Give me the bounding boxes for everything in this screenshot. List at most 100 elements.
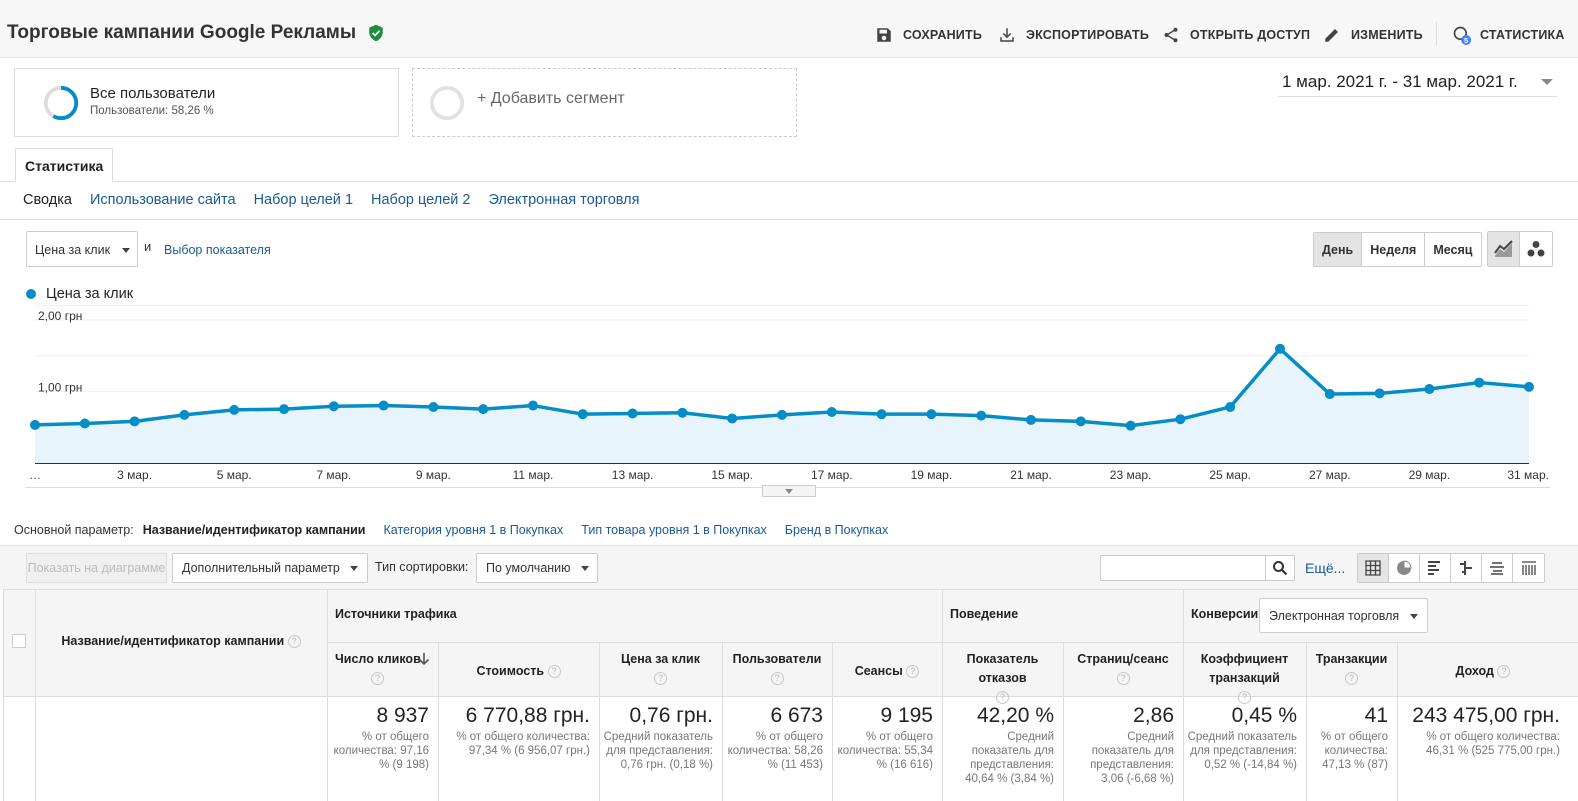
view-percentage-button[interactable] [1389, 554, 1420, 582]
segment-all-users[interactable]: Все пользователи Пользователи: 58,26 % [14, 68, 399, 137]
insights-icon: 5 [1453, 26, 1472, 45]
data-point-day-24 [1175, 414, 1186, 425]
column-label-sessions: Сеансы [854, 664, 903, 678]
subtab-goal-set-1[interactable]: Набор целей 1 [253, 192, 354, 208]
export-button[interactable]: ЭКСПОРТИРОВАТЬ [998, 25, 1149, 45]
x-tick-label: 29 мар. [1409, 468, 1451, 482]
column-header-cpc[interactable]: Цена за клик ? [603, 650, 718, 688]
choose-metric-link[interactable]: Выбор показателя [164, 243, 271, 257]
data-point-day-22 [1075, 416, 1086, 427]
chart-type-toggle [1487, 231, 1553, 267]
data-point-day-9 [428, 401, 439, 412]
help-icon[interactable]: ? [770, 672, 784, 686]
sort-descending-icon[interactable] [418, 652, 430, 666]
column-header-transactions[interactable]: Транзакции ? [1310, 650, 1393, 688]
sort-type-label: Тип сортировки: [375, 560, 469, 574]
column-label-cpc: Цена за клик [621, 652, 700, 666]
pencil-icon [1325, 29, 1338, 42]
chevron-down-icon[interactable] [1541, 79, 1553, 85]
column-header-cost[interactable]: Стоимость ? [442, 662, 595, 681]
column-header-clicks[interactable]: Число кликов ? [335, 650, 430, 688]
insights-button[interactable]: 5 СТАТИСТИКА [1452, 25, 1565, 45]
column-header-revenue[interactable]: Доход ? [1401, 662, 1565, 681]
download-icon [1000, 28, 1014, 42]
column-header-users[interactable]: Пользователи ? [726, 650, 828, 688]
granularity-week-button[interactable]: Неделя [1362, 233, 1426, 266]
data-point-day-23 [1125, 420, 1136, 431]
tab-statistics[interactable]: Статистика [15, 148, 113, 182]
data-point-day-30 [1474, 377, 1485, 388]
help-icon[interactable]: ? [906, 665, 920, 679]
column-header-pages-per-session[interactable]: Страниц/сеанс ? [1067, 650, 1179, 688]
share-button[interactable]: ОТКРЫТЬ ДОСТУП [1162, 25, 1310, 45]
search-button[interactable] [1266, 555, 1295, 581]
primary-dimension-label: Основной параметр: [14, 523, 134, 537]
subtab-goal-set-2[interactable]: Набор целей 2 [371, 192, 471, 208]
help-icon[interactable]: ? [1116, 672, 1130, 686]
motion-chart-button[interactable] [1520, 232, 1552, 266]
column-label-transactions: Транзакции [1315, 652, 1388, 666]
subtab-summary[interactable]: Сводка [23, 192, 72, 208]
table-search-input[interactable] [1100, 555, 1266, 581]
total-note-users: % от общего количества: 58,26 % (11 453) [727, 731, 823, 771]
subtab-divider [0, 219, 1578, 220]
plot-rows-button[interactable]: Показать на диаграмме [26, 553, 167, 583]
metric-select[interactable]: Цена за клик [26, 231, 138, 267]
search-icon [1273, 561, 1288, 576]
grid-icon [1365, 560, 1381, 576]
group-header-divider [327, 642, 1578, 643]
data-point-day-2 [79, 418, 90, 429]
bar-list-icon [1428, 561, 1440, 575]
column-header-bounce-rate[interactable]: Показатель отказов ? [946, 650, 1059, 707]
add-segment-button[interactable]: + Добавить сегмент [412, 68, 797, 137]
line-chart-button[interactable] [1488, 232, 1520, 266]
help-icon[interactable]: ? [996, 691, 1009, 705]
granularity-day-button[interactable]: День [1314, 233, 1363, 266]
help-icon[interactable]: ? [547, 665, 561, 679]
chart-expand-handle[interactable] [762, 485, 816, 497]
view-comparison-button[interactable] [1451, 554, 1482, 582]
total-bounce-rate: 42,20 % [976, 704, 1054, 727]
column-header-transaction-rate[interactable]: Коэффициент транзакций ? [1187, 650, 1302, 707]
subtab-site-usage[interactable]: Использование сайта [89, 192, 236, 208]
help-icon[interactable]: ? [654, 672, 667, 686]
granularity-month-button[interactable]: Месяц [1425, 233, 1481, 266]
total-note-bounce-rate: Средний показатель для представления: 40… [965, 731, 1054, 785]
total-revenue: 243 475,00 грн. [1412, 704, 1560, 727]
total-cost: 6 770,88 грн. [465, 704, 590, 727]
column-header-sessions[interactable]: Сеансы ? [836, 662, 938, 681]
view-performance-button[interactable] [1420, 554, 1451, 582]
save-button[interactable]: СОХРАНИТЬ [875, 25, 982, 45]
chart-legend: Цена за клик [26, 286, 133, 302]
view-term-cloud-button[interactable] [1482, 554, 1513, 582]
help-icon[interactable]: ? [1345, 672, 1358, 686]
data-point-day-19 [926, 409, 937, 420]
pivot-icon [1521, 561, 1536, 575]
sort-type-select[interactable]: По умолчанию [476, 553, 598, 583]
data-point-day-11 [528, 400, 538, 411]
help-icon[interactable]: ? [371, 672, 384, 686]
subtab-ecommerce[interactable]: Электронная торговля [488, 192, 640, 208]
secondary-dimension-select[interactable]: Дополнительный параметр [172, 553, 368, 583]
column-border [599, 642, 600, 801]
total-transaction-rate: 0,45 % [1231, 704, 1297, 727]
column-border [1063, 642, 1064, 801]
date-range-picker[interactable]: 1 мар. 2021 г. - 31 мар. 2021 г. [1282, 72, 1518, 91]
advanced-link[interactable]: Ещё... [1305, 560, 1346, 576]
data-point-day-1 [30, 419, 40, 430]
dimension-option-brand[interactable]: Бренд в Покупках [784, 523, 889, 537]
dimension-option-product-type[interactable]: Тип товара уровня 1 в Покупках [581, 523, 767, 537]
data-point-day-3 [129, 416, 140, 427]
dimension-column-header[interactable]: Название/идентификатор кампании ? [40, 632, 322, 651]
help-icon[interactable]: ? [1238, 691, 1251, 705]
help-icon[interactable]: ? [287, 635, 301, 649]
view-pivot-button[interactable] [1513, 554, 1544, 582]
select-all-checkbox[interactable] [12, 634, 26, 648]
primary-dimension-current: Название/идентификатор кампании [142, 523, 366, 537]
tab-divider [0, 181, 1578, 182]
help-icon[interactable]: ? [1497, 665, 1511, 679]
dimension-option-shopping-category[interactable]: Категория уровня 1 в Покупках [383, 523, 564, 537]
conversion-type-select[interactable]: Электронная торговля [1259, 598, 1428, 633]
edit-button[interactable]: ИЗМЕНИТЬ [1323, 25, 1423, 45]
view-data-button[interactable] [1358, 554, 1389, 582]
